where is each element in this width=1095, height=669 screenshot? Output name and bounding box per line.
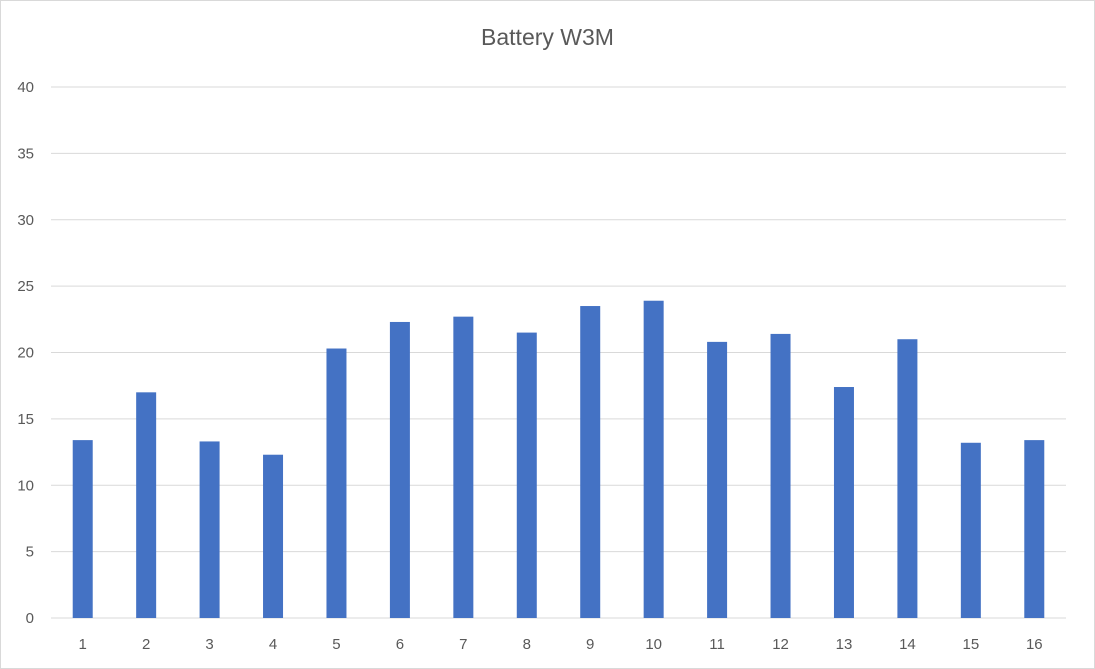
x-tick-label: 6 bbox=[396, 636, 404, 653]
x-tick-label: 7 bbox=[459, 636, 467, 653]
bar-8 bbox=[516, 332, 537, 618]
bar-3 bbox=[199, 441, 220, 618]
bar-6 bbox=[389, 321, 410, 618]
bar-11 bbox=[707, 341, 728, 618]
y-tick-label: 40 bbox=[17, 79, 34, 96]
x-tick-label: 5 bbox=[332, 636, 340, 653]
x-tick-label: 16 bbox=[1026, 636, 1043, 653]
x-tick-label: 12 bbox=[772, 636, 789, 653]
bar-14 bbox=[897, 339, 918, 618]
x-axis-ticks: 1 2 3 4 5 6 7 8 9 10 11 12 13 14 15 16 bbox=[79, 636, 1043, 653]
x-tick-label: 4 bbox=[269, 636, 277, 653]
y-tick-label: 25 bbox=[17, 278, 34, 295]
gridlines bbox=[51, 86, 1066, 619]
bar-1 bbox=[72, 440, 93, 618]
bar-5 bbox=[326, 348, 347, 618]
bar-10 bbox=[643, 300, 664, 618]
y-tick-label: 10 bbox=[17, 477, 34, 494]
y-tick-label: 35 bbox=[17, 145, 34, 162]
y-tick-label: 20 bbox=[17, 345, 34, 362]
bar-2 bbox=[136, 392, 157, 618]
chart-title: Battery W3M bbox=[481, 24, 614, 50]
x-tick-label: 11 bbox=[709, 636, 725, 653]
x-tick-label: 1 bbox=[79, 636, 87, 653]
y-tick-label: 0 bbox=[26, 610, 34, 627]
x-tick-label: 8 bbox=[523, 636, 531, 653]
x-tick-label: 3 bbox=[205, 636, 213, 653]
bars bbox=[72, 300, 1045, 618]
bar-12 bbox=[770, 333, 791, 618]
x-tick-label: 13 bbox=[836, 636, 853, 653]
x-tick-label: 14 bbox=[899, 636, 916, 653]
bar-13 bbox=[833, 387, 854, 618]
bar-9 bbox=[580, 306, 601, 618]
x-tick-label: 2 bbox=[142, 636, 150, 653]
x-tick-label: 9 bbox=[586, 636, 594, 653]
bar-4 bbox=[263, 454, 284, 618]
bar-15 bbox=[960, 442, 981, 618]
y-axis-ticks: 0 5 10 15 20 25 30 35 40 bbox=[17, 79, 34, 627]
y-tick-label: 30 bbox=[17, 212, 34, 229]
y-tick-label: 15 bbox=[17, 411, 34, 428]
x-tick-label: 10 bbox=[645, 636, 662, 653]
bar-7 bbox=[453, 316, 474, 618]
bar-16 bbox=[1024, 440, 1045, 618]
x-tick-label: 15 bbox=[963, 636, 980, 653]
y-tick-label: 5 bbox=[26, 544, 34, 561]
